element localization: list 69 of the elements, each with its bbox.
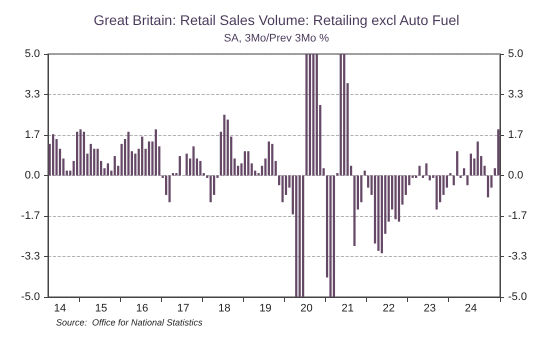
bar [141, 136, 144, 176]
y-tick-label: 3.3 [24, 88, 40, 101]
y2-tick-label: -5.0 [508, 291, 527, 303]
chart-title: Great Britain: Retail Sales Volume: Retailing excl Auto Fuel [94, 12, 460, 28]
x-tick-label: 15 [94, 302, 108, 314]
bar [329, 176, 332, 297]
bar [298, 176, 301, 297]
bar [428, 176, 431, 180]
bar [343, 54, 346, 176]
bar [380, 176, 383, 254]
bar [52, 134, 54, 176]
bar [398, 176, 400, 222]
y2-tick-label: 1.7 [508, 128, 524, 141]
bar [364, 170, 366, 176]
bar [210, 176, 212, 202]
x-tick-label: 24 [464, 302, 478, 314]
bar [305, 54, 308, 176]
source-note: Source: Office for National Statistics [56, 318, 204, 328]
x-tick-label: 23 [424, 302, 436, 314]
y-tick-label: 5.0 [24, 48, 40, 60]
bar [247, 151, 250, 176]
y2-tick-label: -1.7 [508, 210, 527, 222]
bar [456, 151, 458, 176]
bar [96, 148, 99, 176]
bar [377, 176, 380, 251]
bar [462, 168, 466, 176]
chart-subtitle: SA, 3Mo/Prev 3Mo % [224, 32, 330, 44]
bar [470, 154, 472, 176]
bar [452, 176, 455, 186]
bar [244, 151, 246, 176]
bar [186, 154, 188, 176]
bar [114, 156, 116, 176]
y-tick-label: 1.7 [24, 128, 40, 141]
x-tick-label: 20 [300, 302, 313, 314]
y-tick-label: -5.0 [21, 291, 40, 303]
x-tick-label: 16 [136, 302, 148, 314]
bar [486, 176, 490, 198]
bar [312, 54, 314, 176]
bar [154, 129, 157, 176]
bar [79, 129, 82, 176]
bar [332, 176, 336, 297]
bar [271, 144, 274, 176]
bar [308, 54, 312, 176]
bar [353, 176, 356, 246]
y2-tick-label: 3.3 [508, 88, 524, 101]
bar [148, 141, 150, 176]
y-tick-label: -1.7 [21, 210, 40, 222]
x-tick-label: 22 [382, 302, 395, 314]
bar [436, 176, 438, 210]
bar [340, 54, 342, 176]
bar [178, 156, 181, 176]
y2-tick-label: 0.0 [508, 170, 524, 182]
y-tick-label: 0.0 [24, 170, 40, 182]
bar [302, 176, 304, 297]
x-tick-label: 14 [54, 302, 66, 314]
x-tick-label: 18 [218, 302, 230, 314]
bar [268, 141, 270, 176]
y-tick-label: -3.3 [21, 250, 40, 262]
x-tick-label: 21 [341, 302, 354, 314]
x-tick-label: 19 [259, 302, 272, 314]
bar [316, 54, 318, 176]
y2-tick-label: 5.0 [508, 48, 524, 60]
bar [295, 176, 298, 297]
y2-tick-label: -3.3 [508, 250, 527, 262]
bar [223, 114, 226, 176]
bar [90, 144, 92, 176]
x-tick-label: 17 [177, 302, 190, 314]
bar [476, 141, 479, 176]
bar [497, 129, 500, 176]
